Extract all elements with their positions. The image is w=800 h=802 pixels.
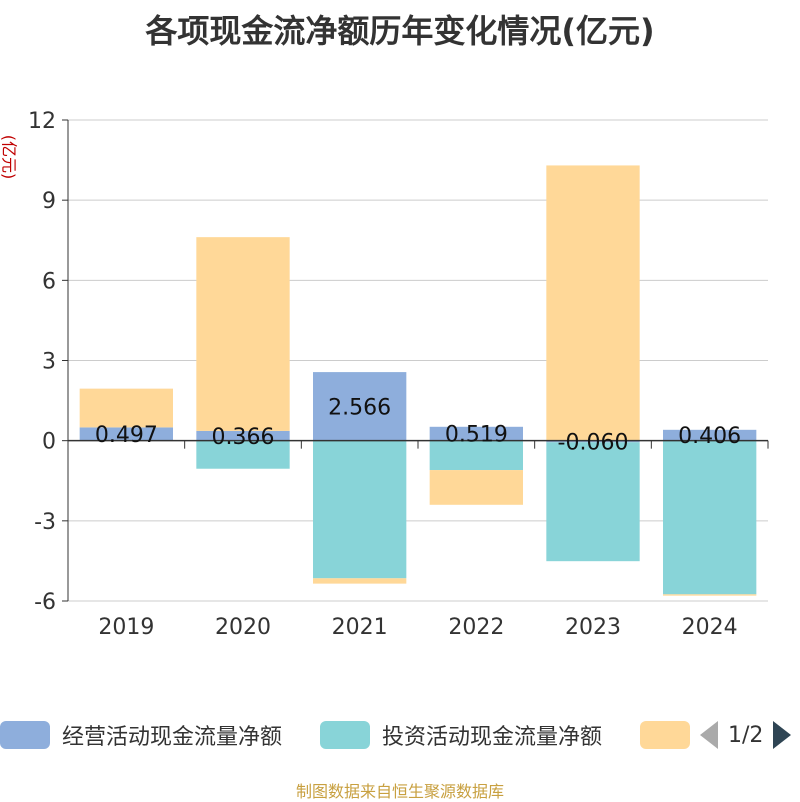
legend-label-operating: 经营活动现金流量净额 (62, 725, 283, 750)
x-tick-label-2022: 2022 (448, 615, 504, 640)
bar-investing-2024 (663, 440, 757, 595)
legend-swatch-investing (320, 721, 370, 749)
legend-item-investing[interactable]: 投资活动现金流量净额 (320, 718, 602, 752)
bar-operating-2022 (429, 426, 523, 441)
y-tick-label: 0 (42, 430, 56, 455)
pager-indicator: 1/2 (728, 722, 764, 748)
bar-operating-2023 (546, 440, 640, 443)
x-tick-label-2021: 2021 (332, 615, 388, 640)
bar-investing-2022 (429, 440, 523, 471)
y-tick-label: 3 (42, 350, 56, 375)
legend-label-investing: 投资活动现金流量净额 (382, 725, 603, 750)
bar-investing-2020 (196, 440, 290, 469)
bar-financing-2020 (196, 237, 290, 431)
bar-financing-2022 (429, 470, 523, 505)
legend: 经营活动现金流量净额 投资活动现金流量净额 (0, 718, 800, 752)
bar-financing-2021 (313, 578, 407, 584)
bar-financing-2023 (546, 165, 640, 441)
bar-operating-2020 (196, 430, 290, 441)
bar-chart: 12 9 6 3 0 -3 -6 2019 2020 2021 2022 2023 2024 0.497 0… (28, 109, 769, 640)
legend-swatch-financing (640, 721, 690, 749)
bar-operating-2024 (663, 429, 757, 441)
y-tick-label: 12 (28, 109, 56, 134)
chart-title: 各项现金流净额历年变化情况(亿元) (145, 12, 655, 50)
x-tick-label-2019: 2019 (98, 615, 154, 640)
x-tick-label-2023: 2023 (565, 615, 621, 640)
y-tick-label: -3 (34, 510, 56, 535)
bar-operating-2021 (313, 372, 407, 441)
data-label-2021: 2.566 (328, 395, 391, 420)
pager-next-icon[interactable] (773, 721, 792, 749)
legend-item-financing[interactable] (640, 718, 702, 752)
y-tick-label: 9 (42, 189, 56, 214)
data-label-2023: -0.060 (558, 430, 629, 455)
data-label-2019: 0.497 (95, 423, 158, 448)
x-tick-label-2024: 2024 (682, 615, 738, 640)
y-tick-label: -6 (34, 590, 56, 615)
legend-swatch-operating (0, 721, 50, 749)
bar-operating-2019 (79, 427, 173, 441)
legend-pager: 1/2 (700, 718, 792, 752)
bar-financing-2024 (663, 594, 757, 596)
data-label-2024: 0.406 (678, 424, 741, 449)
data-label-2020: 0.366 (212, 425, 275, 450)
data-source-note: 制图数据来自恒生聚源数据库 (295, 782, 504, 801)
bar-financing-2019 (79, 388, 173, 428)
bar-investing-2023 (546, 442, 640, 562)
data-label-2022: 0.519 (445, 423, 508, 448)
x-tick-label-2020: 2020 (215, 615, 271, 640)
y-tick-label: 6 (42, 269, 56, 294)
pager-prev-icon[interactable] (700, 721, 718, 749)
bar-investing-2021 (313, 440, 407, 579)
legend-item-operating[interactable]: 经营活动现金流量净额 (0, 718, 282, 752)
